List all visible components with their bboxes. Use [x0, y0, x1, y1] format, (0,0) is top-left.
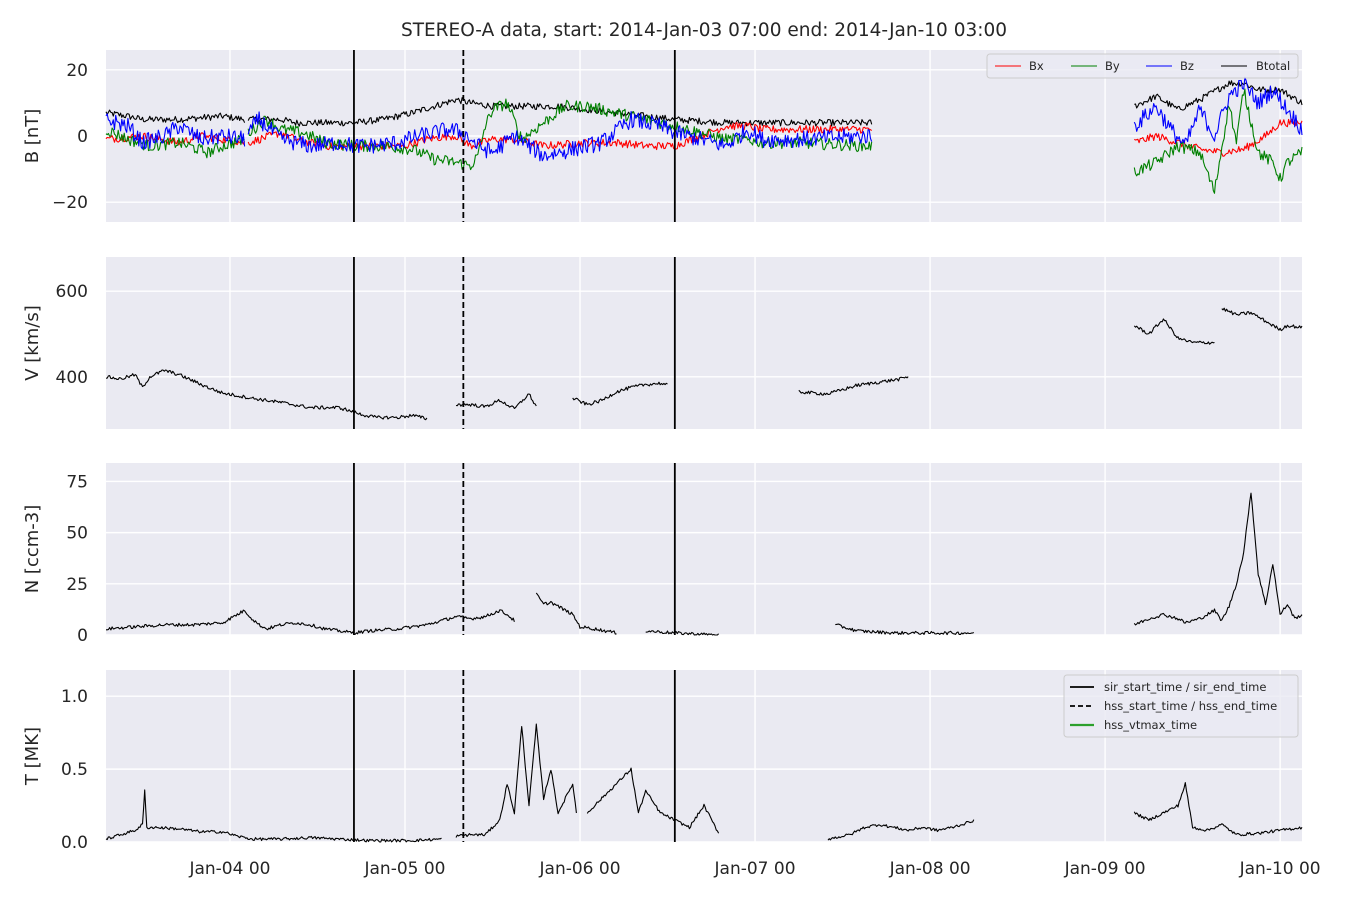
panel-n-ylabel: N [ccm-3] [22, 505, 43, 594]
panel-n-ytick-label-3: 75 [66, 472, 88, 492]
panel-b-series-bx-segment-2 [1134, 118, 1303, 157]
panel-v-series-v-segment-1 [455, 393, 537, 409]
panel-t-ylabel: T [MK] [22, 727, 43, 786]
t-legend-sir-label: sir_start_time / sir_end_time [1104, 680, 1266, 694]
panel-b-ytick-label-0: −20 [52, 193, 88, 213]
panel-n-background [106, 463, 1302, 635]
panel-t-series-t-segment-1 [455, 723, 577, 838]
panel-b: −20 0 20 B [nT] [22, 50, 1303, 222]
t-legend-vtmax-label: hss_vtmax_time [1104, 718, 1197, 732]
panel-b-series-bz-segment-1 [247, 111, 873, 162]
b-legend-bx-label: Bx [1029, 59, 1044, 73]
panel-n-series-n-segment-0 [106, 609, 515, 636]
panel-b-series-bz-segment-0 [105, 113, 246, 150]
panel-n-ytick-label-2: 50 [66, 524, 88, 544]
x-tick-label-2: Jan-06 00 [539, 859, 621, 879]
panel-v-series-v-segment-4 [1133, 318, 1215, 345]
panel-t-series-t-segment-4 [1133, 782, 1303, 837]
x-tick-label-4: Jan-08 00 [889, 859, 971, 879]
panel-v-series-v-segment-0 [105, 369, 428, 421]
x-tick-label-0: Jan-04 00 [188, 859, 270, 879]
panel-n-ytick-label-1: 25 [66, 575, 88, 595]
x-tick-label-1: Jan-05 00 [363, 859, 445, 879]
t-legend: sir_start_time / sir_end_time hss_start_… [1063, 674, 1299, 738]
t-legend-box [1063, 674, 1299, 738]
panel-n-series-n-segment-4 [1133, 492, 1303, 626]
panel-t-ytick-label-0: 0.0 [61, 833, 88, 853]
b-legend-by-label: By [1105, 59, 1120, 73]
panel-n-series-n-segment-2 [645, 630, 720, 636]
panel-v-ylabel: V [km/s] [22, 305, 43, 380]
panel-v-ytick-label-0: 400 [56, 368, 88, 388]
panel-v: 400 600 V [km/s] [22, 257, 1303, 429]
panel-b-series-btotal-segment-0 [105, 109, 246, 124]
x-tick-label-3: Jan-07 00 [714, 859, 796, 879]
panel-t-series-t-segment-3 [827, 819, 975, 841]
panel-n-series-n-segment-3 [835, 623, 975, 636]
figure-title: STEREO-A data, start: 2014-Jan-03 07:00 … [401, 20, 1007, 41]
panel-v-ytick-label-1: 600 [56, 282, 88, 302]
panel-v-series-v-segment-2 [572, 381, 668, 406]
panel-n-series-n-segment-1 [535, 592, 617, 635]
b-legend-bz-label: Bz [1180, 59, 1194, 73]
panel-b-ylabel: B [nT] [22, 109, 43, 164]
panel-t-series-t-segment-2 [586, 767, 720, 834]
panel-v-series-v-segment-3 [798, 376, 909, 396]
panel-t-series-t-segment-0 [105, 789, 442, 843]
panel-b-ytick-label-1: 0 [77, 127, 88, 147]
panel-n: 0 25 50 75 N [ccm-3] [22, 463, 1303, 646]
b-legend-box [986, 53, 1299, 79]
panel-v-series-v-segment-5 [1221, 307, 1303, 332]
panel-b-series-bz-segment-2 [1133, 76, 1303, 144]
panel-b-series-bx-segment-0 [105, 132, 246, 146]
t-legend-hss-label: hss_start_time / hss_end_time [1104, 699, 1277, 713]
x-tick-label-5: Jan-09 00 [1064, 859, 1146, 879]
panel-t-ytick-label-2: 1.0 [61, 687, 88, 707]
panels: −20 0 20 B [nT] 400 600 V [km/s] 0 25 50 75 N [ccm-… [22, 50, 1321, 879]
panel-v-background [106, 257, 1302, 429]
panel-b-ytick-label-2: 20 [66, 61, 88, 81]
panel-n-ytick-label-0: 0 [77, 626, 88, 646]
panel-b-series-by-segment-0 [105, 127, 245, 159]
panel-b-series-by-segment-2 [1133, 88, 1303, 194]
b-legend: Bx By Bz Btotal [986, 53, 1299, 79]
panel-t-ytick-label-1: 0.5 [61, 760, 88, 780]
b-legend-btotal-label: Btotal [1256, 59, 1290, 73]
x-tick-label-6: Jan-10 00 [1239, 859, 1321, 879]
